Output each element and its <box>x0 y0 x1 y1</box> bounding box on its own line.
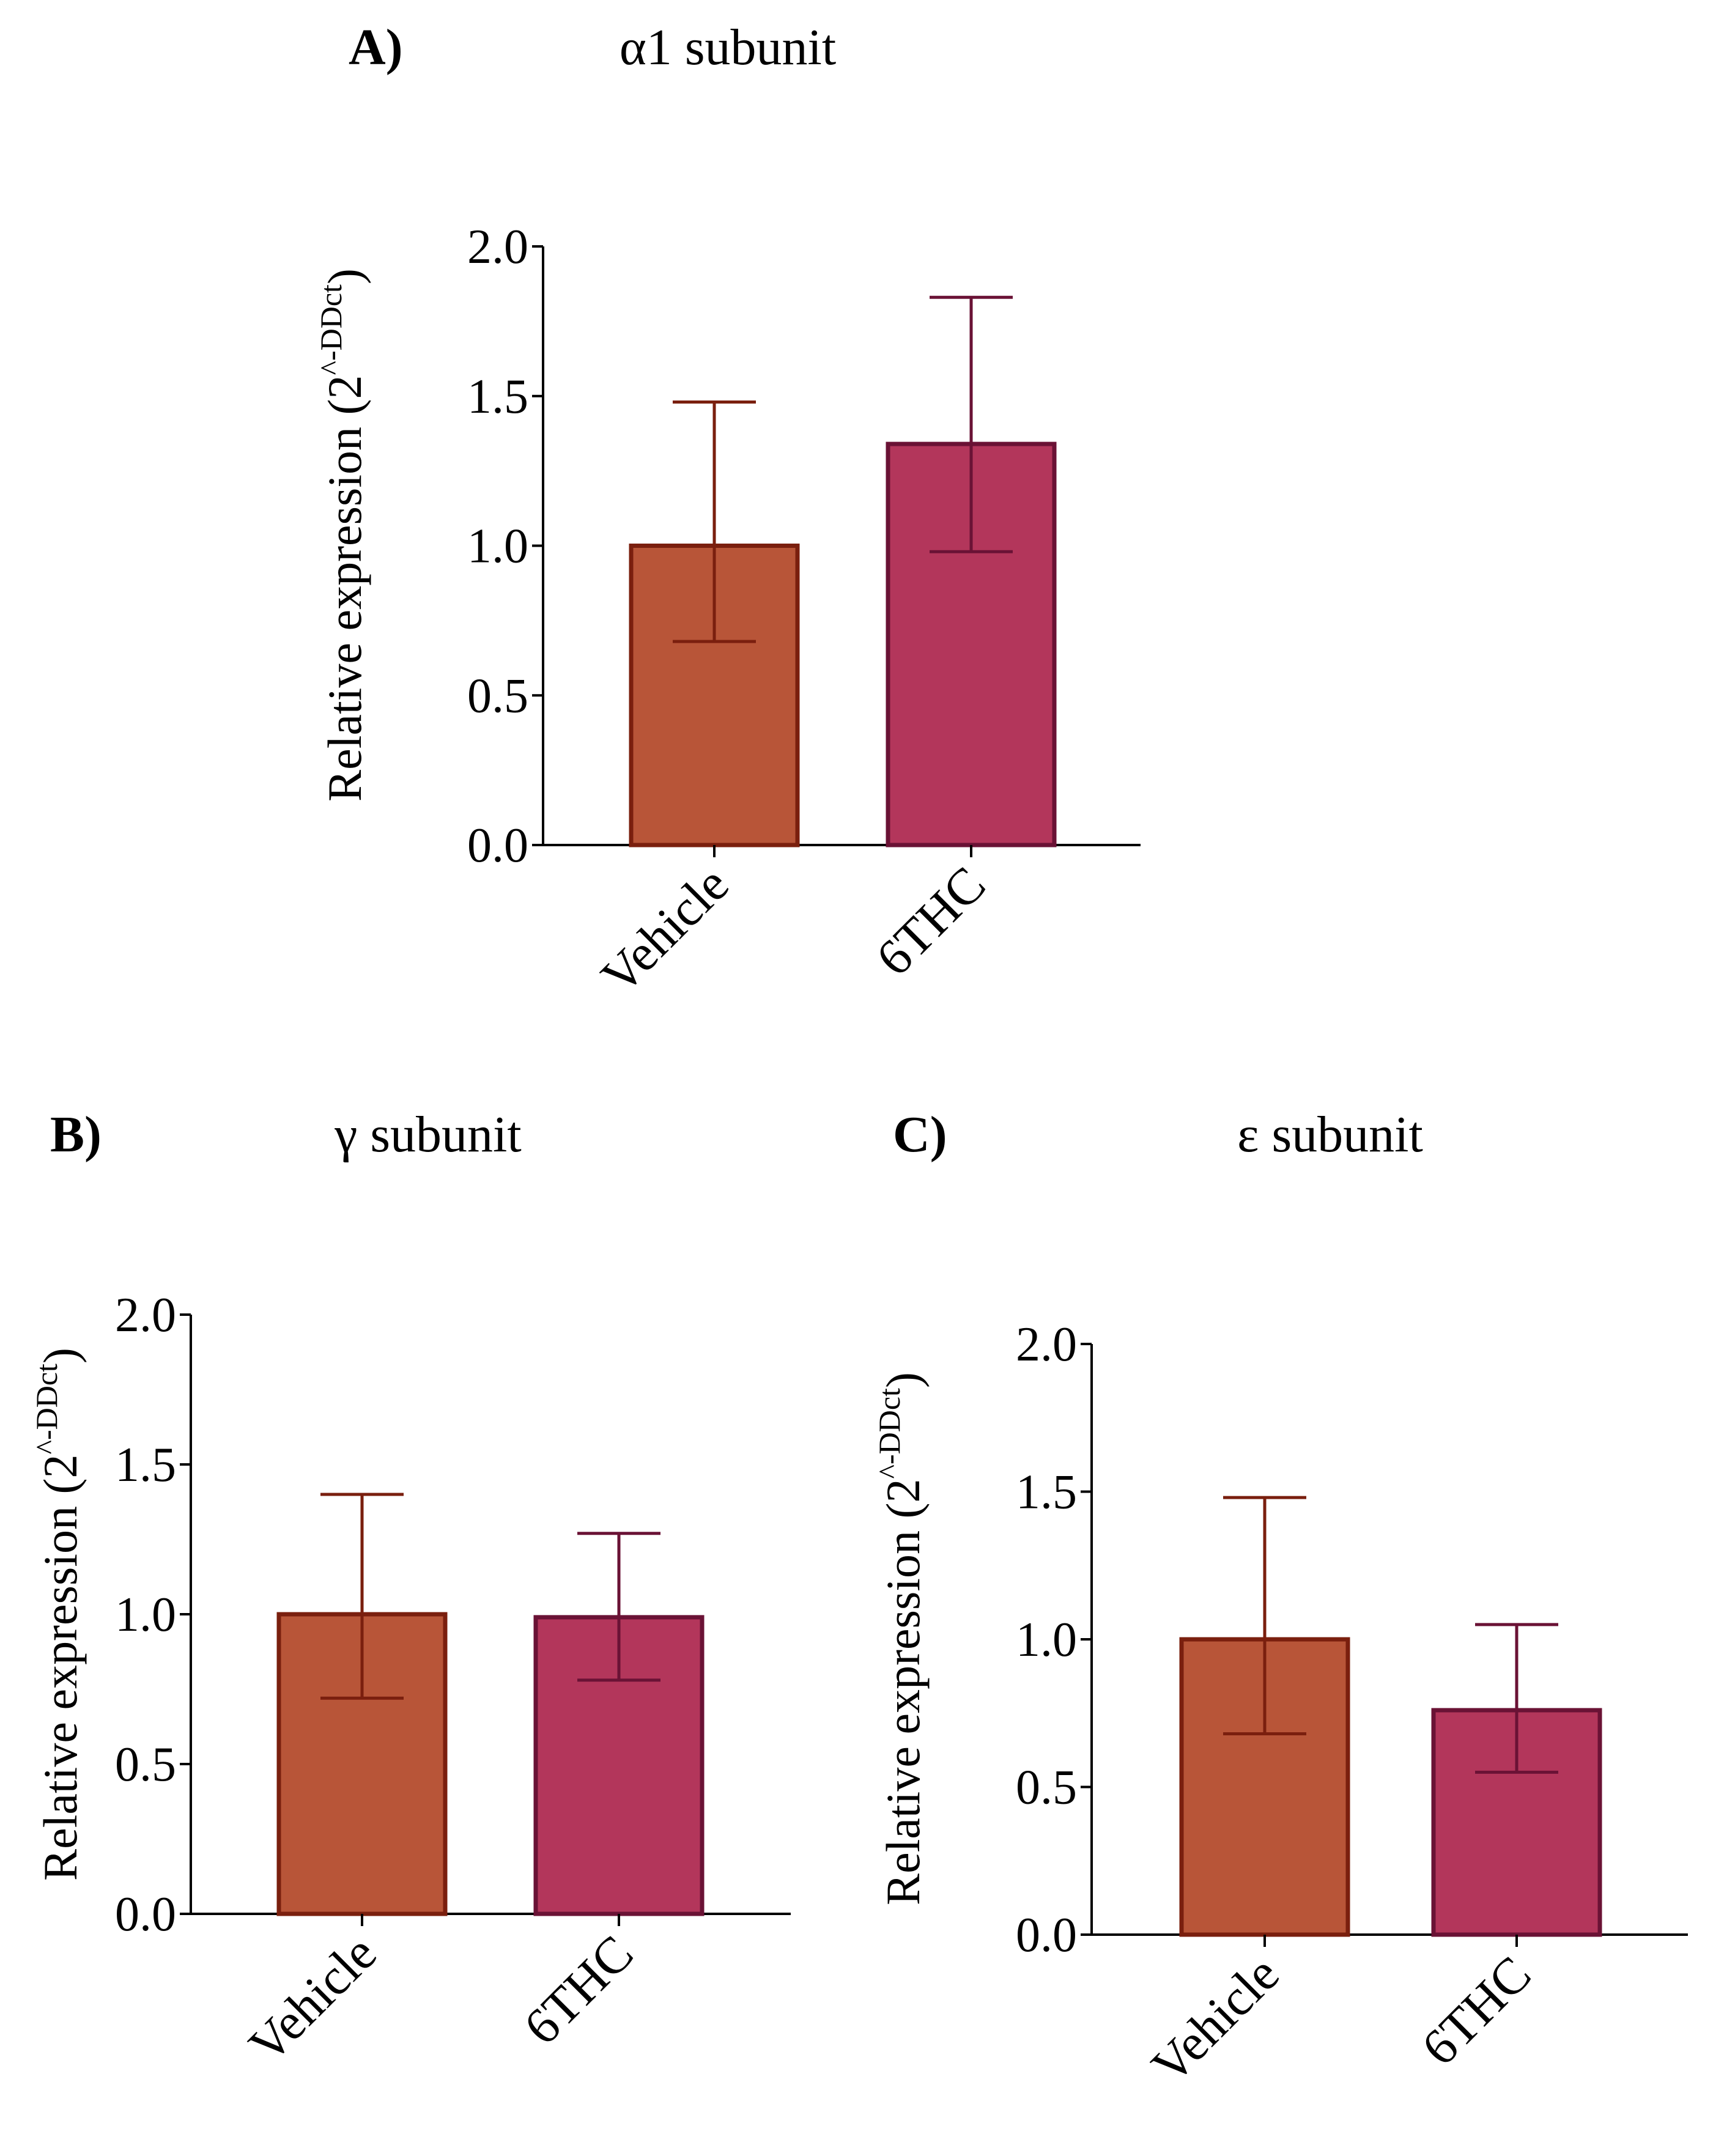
y-axis-label-close: ) <box>876 1372 930 1388</box>
x-category-label: 6THC <box>513 1925 644 2056</box>
y-axis-label: Relative expression (2^-DDct) <box>314 268 371 802</box>
y-tick-label: 0.0 <box>467 819 528 873</box>
y-tick-label: 0.5 <box>115 1738 176 1792</box>
y-tick-label: 1.0 <box>467 520 528 574</box>
x-category-label: 6THC <box>865 856 996 987</box>
y-tick-label: 1.0 <box>1016 1613 1077 1667</box>
y-axis-label-superscript: ^-DDct <box>29 1364 64 1455</box>
y-tick-label: 0.5 <box>467 669 528 723</box>
panel-letter: B) <box>50 1106 102 1163</box>
y-axis-label-base: Relative expression (2 <box>34 1454 87 1880</box>
y-axis-label-base: Relative expression (2 <box>876 1479 930 1905</box>
y-tick-label: 0.0 <box>1016 1908 1077 1962</box>
x-category-label: Vehicle <box>239 1925 388 2074</box>
y-tick-label: 0.0 <box>115 1888 176 1941</box>
panel-letter: A) <box>349 19 403 76</box>
y-axis-label: Relative expression (2^-DDct) <box>872 1372 930 1905</box>
y-tick-label: 1.5 <box>1016 1466 1077 1519</box>
y-axis-label: Relative expression (2^-DDct) <box>29 1348 87 1881</box>
panel-b: B) γ subunit 0.0 0.5 1.0 1.5 2.0 Vehicle 6THC Rel… <box>29 1106 791 2074</box>
y-tick-label: 1.5 <box>115 1438 176 1492</box>
chart-title: ε subunit <box>1237 1106 1423 1163</box>
y-tick-label: 2.0 <box>467 220 528 274</box>
x-category-label: Vehicle <box>1141 1946 1290 2095</box>
panel-c: C) ε subunit 0.0 0.5 1.0 1.5 2.0 Vehicle 6THC Rel… <box>872 1106 1688 2095</box>
y-axis-label-superscript: ^-DDct <box>872 1388 906 1479</box>
y-tick-label: 2.0 <box>1016 1318 1077 1371</box>
chart-title: γ subunit <box>334 1106 521 1163</box>
y-axis-label-base: Relative expression (2 <box>318 375 371 801</box>
y-axis-label-close: ) <box>318 268 371 284</box>
y-tick-label: 1.0 <box>115 1588 176 1642</box>
y-axis-label-close: ) <box>34 1348 87 1364</box>
y-tick-label: 1.5 <box>467 370 528 424</box>
chart-title: α1 subunit <box>620 19 836 76</box>
panel-letter: C) <box>893 1106 947 1163</box>
panel-a: A) α1 subunit 0.0 0.5 1.0 1.5 2.0 Vehicle 6THC Re… <box>314 19 1141 1005</box>
y-tick-label: 2.0 <box>115 1288 176 1342</box>
y-tick-label: 0.5 <box>1016 1761 1077 1815</box>
x-category-label: 6THC <box>1411 1946 1542 2077</box>
y-axis-label-superscript: ^-DDct <box>314 284 348 375</box>
x-category-label: Vehicle <box>591 856 740 1005</box>
